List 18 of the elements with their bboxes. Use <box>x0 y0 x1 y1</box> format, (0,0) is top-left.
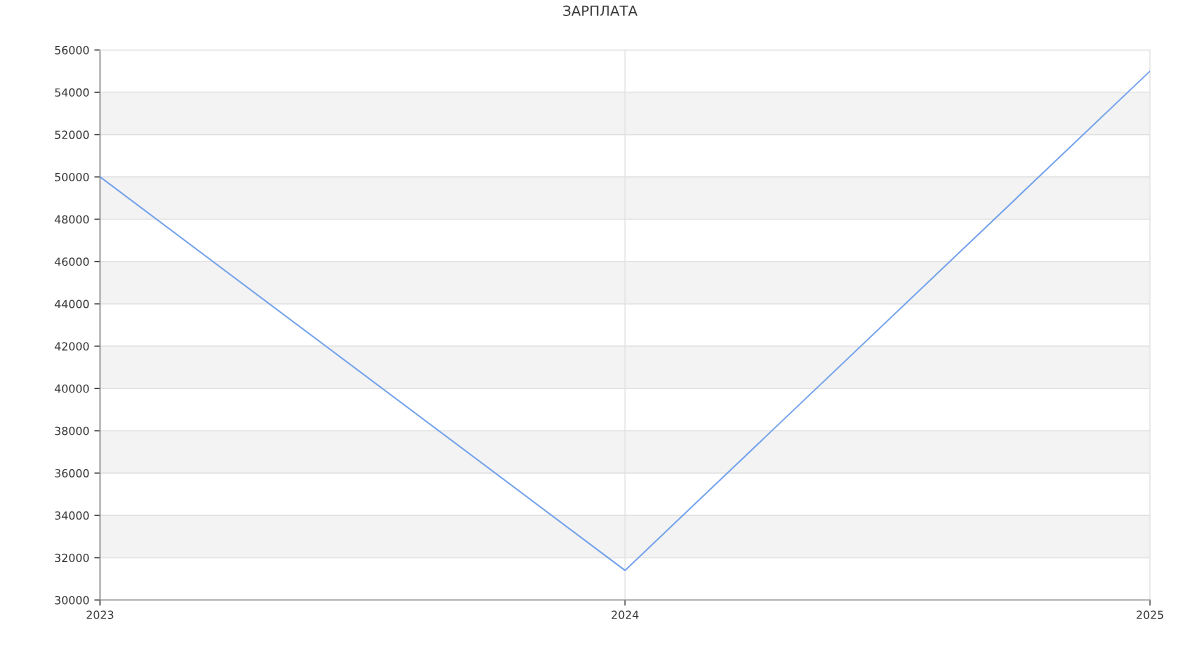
x-tick-label: 2023 <box>86 610 114 620</box>
x-tick-label: 2025 <box>1136 610 1164 620</box>
chart-title: ЗАРПЛАТА <box>563 5 638 17</box>
y-tick-label: 46000 <box>54 257 89 266</box>
y-tick-label: 34000 <box>55 511 89 520</box>
y-tick-label: 36000 <box>55 469 89 478</box>
y-tick-label: 42000 <box>54 342 89 351</box>
y-tick-label: 52000 <box>55 130 89 139</box>
y-tick-label: 40000 <box>54 384 89 393</box>
y-tick-label: 50000 <box>55 172 89 182</box>
y-tick-label: 44000 <box>54 299 89 309</box>
y-tick-label: 30000 <box>55 595 89 605</box>
y-tick-label: 38000 <box>55 426 89 436</box>
y-tick-label: 54000 <box>55 88 89 97</box>
x-tick-label: 2024 <box>611 610 639 620</box>
y-tick-label: 48000 <box>54 215 89 224</box>
y-tick-label: 32000 <box>55 553 89 563</box>
y-tick-label: 56000 <box>55 45 89 55</box>
